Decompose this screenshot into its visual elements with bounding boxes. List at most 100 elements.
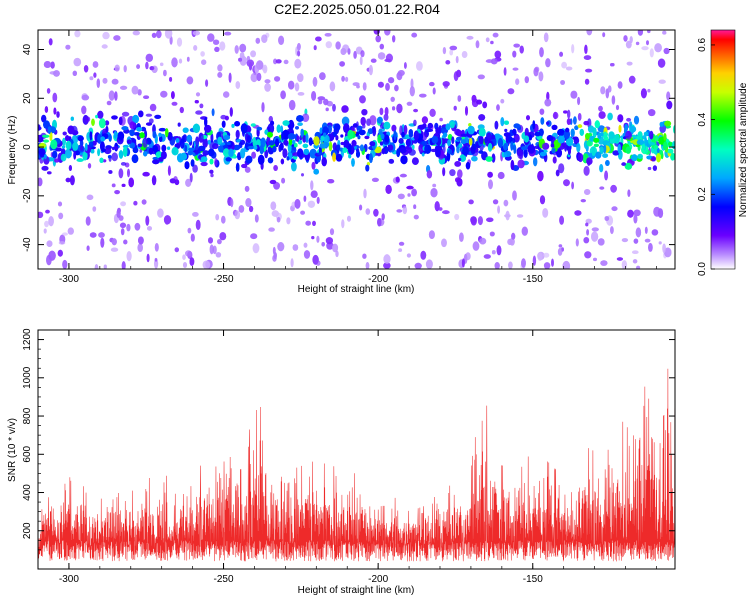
heatmap-cell (278, 35, 285, 45)
heatmap-cell (526, 115, 530, 121)
heatmap-cell (319, 127, 323, 134)
heatmap-cell (261, 34, 268, 43)
heatmap-cell (398, 248, 403, 253)
heatmap-cell (189, 257, 195, 266)
heatmap-cell (288, 80, 295, 90)
heatmap-cell (586, 30, 593, 36)
heatmap-cell (38, 211, 44, 219)
heatmap-cell (519, 45, 524, 54)
heatmap-cell (134, 222, 141, 231)
heatmap-cell (118, 168, 124, 179)
heatmap-cell (539, 47, 544, 58)
heatmap-cell (456, 136, 462, 141)
y-tick-label: 0 (22, 144, 33, 150)
heatmap-cell (449, 121, 455, 129)
heatmap-cell (651, 229, 659, 236)
heatmap-cell (302, 143, 309, 148)
heatmap-cell (388, 158, 395, 164)
heatmap-cell (359, 144, 364, 152)
heatmap-cell (516, 214, 524, 218)
heatmap-cell (385, 184, 392, 194)
heatmap-cell (664, 247, 672, 258)
heatmap-cell (647, 166, 652, 171)
heatmap-cell (635, 41, 640, 46)
heatmap-cell (339, 61, 345, 67)
heatmap-cell (626, 117, 632, 122)
heatmap-cell (100, 237, 105, 248)
heatmap-cell (362, 253, 367, 259)
heatmap-cell (312, 220, 316, 226)
heatmap-cell (175, 138, 180, 143)
heatmap-cell (295, 126, 299, 130)
heatmap-cell (657, 208, 664, 219)
x-tick-label: -200 (368, 574, 388, 585)
heatmap-cell (240, 148, 246, 159)
heatmap-cell (323, 98, 329, 106)
heatmap-cell (294, 199, 301, 209)
heatmap-cell (427, 122, 433, 129)
heatmap-cell (311, 91, 317, 101)
heatmap-cell (468, 137, 473, 146)
heatmap-cell (187, 227, 192, 234)
heatmap-cell (320, 135, 325, 142)
heatmap-cell (185, 178, 192, 187)
heatmap-cell (180, 152, 188, 161)
heatmap-cell (300, 128, 305, 138)
heatmap-cell (625, 130, 632, 140)
heatmap-cell (332, 152, 336, 162)
heatmap-cell (252, 136, 257, 147)
heatmap-cell (445, 123, 451, 131)
heatmap-cell (186, 76, 194, 85)
heatmap-cell (89, 131, 93, 141)
colorbar-tick-label: 0.2 (697, 187, 708, 201)
heatmap-cell (532, 120, 536, 130)
heatmap-cell (208, 237, 213, 244)
heatmap-cell (129, 121, 136, 130)
heatmap-cell (653, 145, 659, 150)
heatmap-cell (557, 128, 565, 137)
heatmap-cell (272, 145, 277, 153)
heatmap-cell (192, 123, 200, 133)
heatmap-cell (131, 154, 139, 164)
heatmap-cell (538, 71, 544, 82)
heatmap-cell (359, 56, 363, 65)
heatmap-cell (297, 43, 301, 51)
heatmap-cell (599, 186, 605, 190)
heatmap-cell (138, 236, 144, 245)
heatmap-cell (398, 241, 405, 246)
snr-frame (37, 329, 676, 570)
heatmap-cell (491, 250, 496, 255)
heatmap-cell (217, 64, 223, 72)
heatmap-cell (192, 30, 200, 36)
heatmap-cell (90, 149, 95, 154)
heatmap-cell (194, 100, 199, 104)
heatmap-cell (658, 241, 662, 245)
heatmap-cell (192, 212, 199, 217)
heatmap-cell (325, 41, 332, 49)
heatmap-cell (336, 144, 341, 151)
heatmap-cell (539, 195, 546, 205)
heatmap-cell (100, 136, 106, 142)
heatmap-cell (621, 162, 627, 166)
heatmap-cell (435, 127, 441, 134)
heatmap-cell (626, 61, 633, 66)
heatmap-cell (269, 179, 277, 185)
heatmap-cell (82, 151, 88, 161)
heatmap-cell (631, 154, 638, 162)
heatmap-cell (145, 215, 150, 226)
heatmap-cell (99, 157, 104, 163)
heatmap-cell (234, 210, 241, 220)
heatmap-cell (373, 208, 379, 217)
heatmap-cell (39, 148, 46, 158)
heatmap-cell (41, 114, 47, 123)
heatmap-cell (282, 148, 288, 159)
heatmap-cell (319, 72, 326, 80)
heatmap-cell (116, 208, 121, 218)
heatmap-cell (212, 143, 219, 150)
heatmap-cell (160, 90, 168, 98)
heatmap-cell (490, 40, 494, 45)
heatmap-cell (625, 40, 632, 49)
heatmap-cell (118, 116, 123, 126)
heatmap-cell (139, 148, 143, 153)
heatmap-cell (171, 101, 178, 106)
